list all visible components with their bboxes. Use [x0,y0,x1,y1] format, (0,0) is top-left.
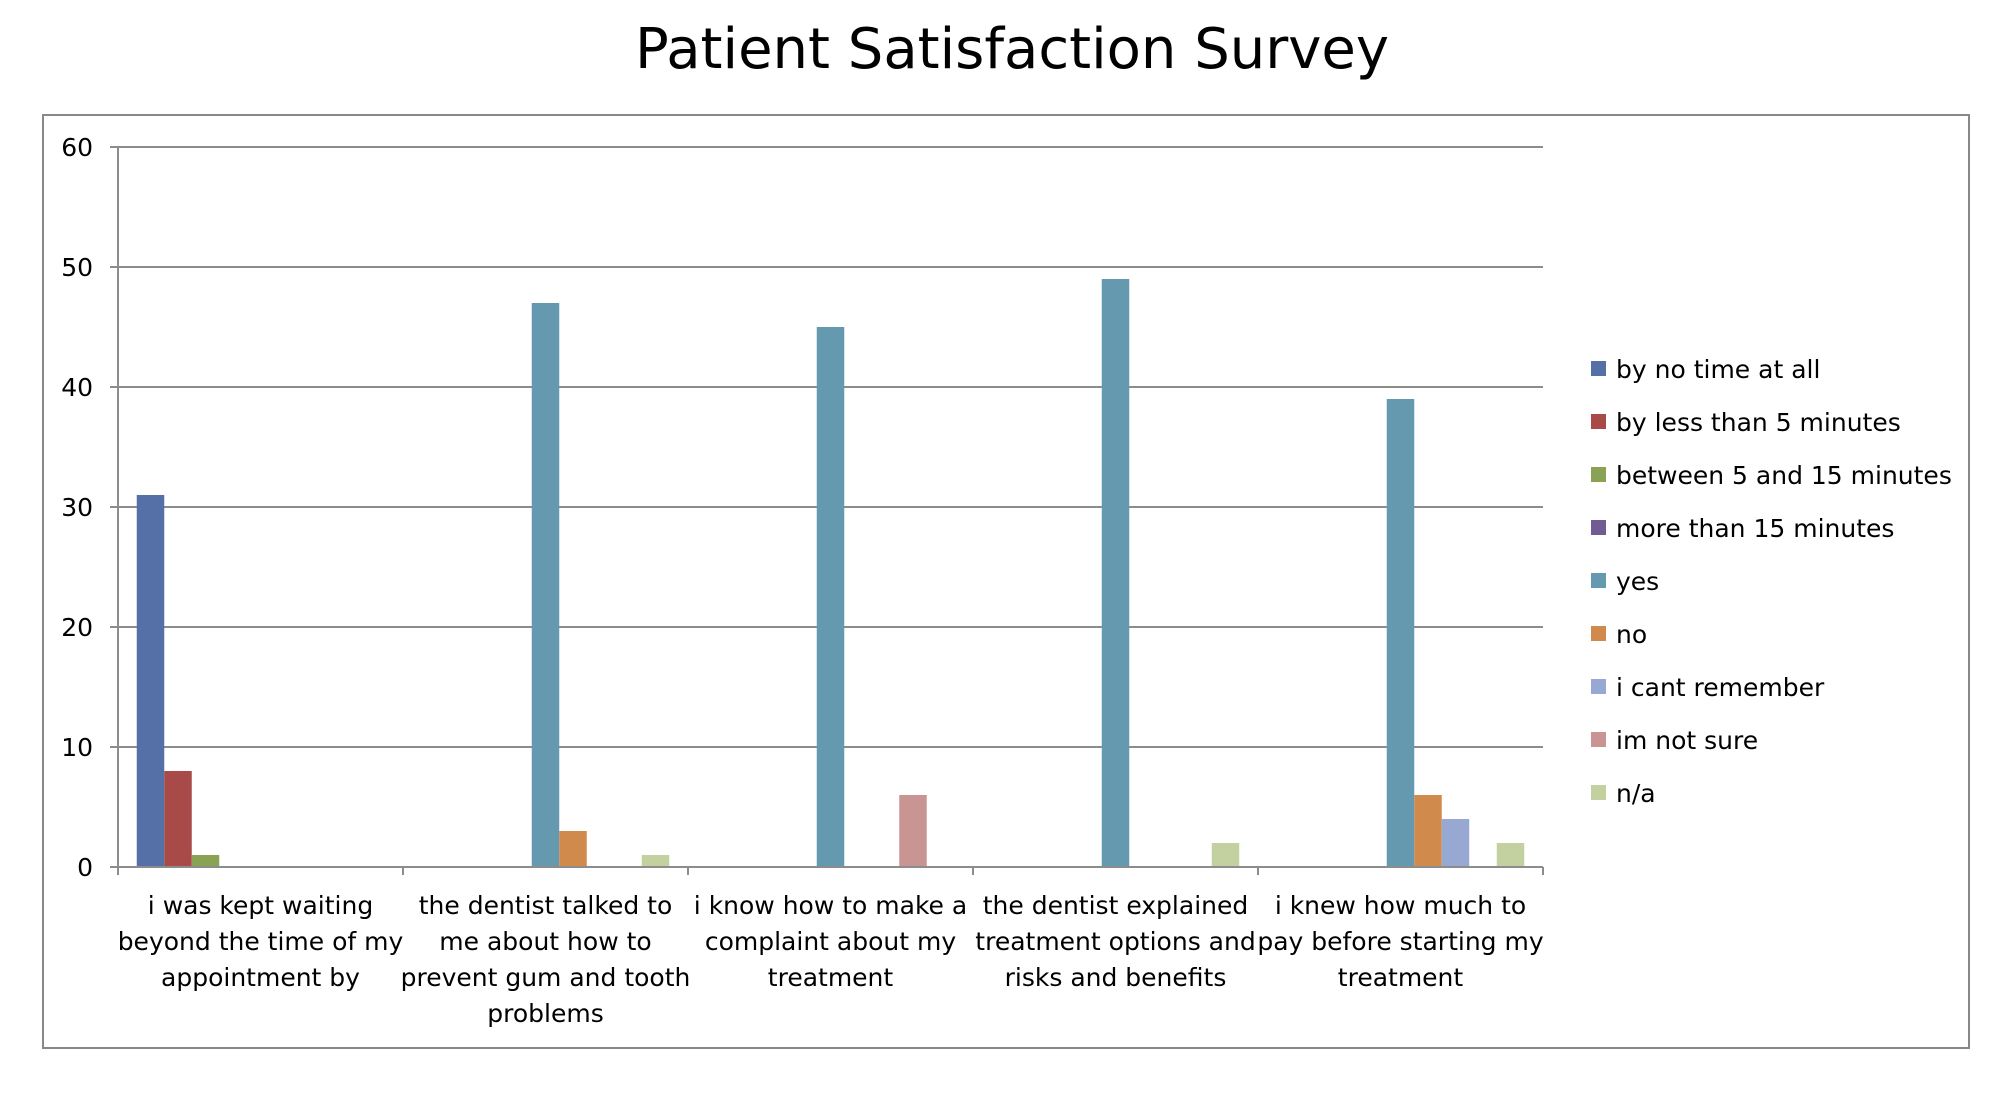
category-label: treatment [768,963,894,992]
bar [1441,819,1470,867]
legend-label: by no time at all [1616,355,1820,384]
y-tick-label: 20 [61,613,93,642]
legend-swatch [1591,732,1606,747]
axes [110,146,1544,875]
legend-swatch [1591,520,1606,535]
legend-label: im not sure [1616,726,1758,755]
category-label: the dentist talked to [419,891,673,920]
y-tick-label: 40 [61,373,93,402]
bar [899,795,927,867]
bar [164,771,192,867]
bar [136,495,165,867]
bar [559,831,587,867]
bar [1101,279,1130,867]
category-label: complaint about my [705,927,956,956]
legend-swatch [1591,626,1606,641]
category-label: prevent gum and tooth [401,963,691,992]
category-label: me about how to [439,927,651,956]
legend-swatch [1591,785,1606,800]
legend-label: yes [1616,567,1659,596]
category-label: i knew how much to [1275,891,1526,920]
category-label: problems [487,999,603,1028]
legend-swatch [1591,467,1606,482]
category-label: pay before starting my [1257,927,1544,956]
bar [1414,795,1442,867]
legend-label: no [1616,620,1647,649]
legend-swatch [1591,679,1606,694]
bars [136,279,1525,867]
bar [1496,843,1525,867]
gridlines [118,146,1543,748]
y-tick-label: 50 [61,253,93,282]
category-label: i know how to make a [694,891,967,920]
y-tick-label: 10 [61,733,93,762]
category-label: beyond the time of my [118,927,404,956]
bar [1211,843,1240,867]
legend: by no time at all by less than 5 minutes b… [1591,355,1952,808]
legend-swatch [1591,414,1606,429]
bar [641,855,670,867]
legend-label: n/a [1616,779,1656,808]
legend-label: between 5 and 15 minutes [1616,461,1952,490]
bar [531,303,560,867]
bar [816,327,845,867]
category-label: risks and benefits [1005,963,1227,992]
bar [191,855,220,867]
chart-frame [42,114,1970,1049]
y-tick-label: 60 [61,133,93,162]
chart-title: Patient Satisfaction Survey [635,17,1389,82]
bar [1386,399,1415,867]
legend-swatch [1591,361,1606,376]
legend-swatch [1591,573,1606,588]
category-label: treatment [1338,963,1464,992]
category-labels: i was kept waiting beyond the time of my a… [118,891,1544,1028]
legend-label: i cant remember [1616,673,1825,702]
y-tick-label: 0 [77,853,93,882]
legend-label: more than 15 minutes [1616,514,1894,543]
y-tick-label: 30 [61,493,93,522]
category-label: treatment options and [975,927,1255,956]
legend-label: by less than 5 minutes [1616,408,1901,437]
y-tick-labels: 0 10 20 30 40 50 60 [61,133,93,882]
category-label: the dentist explained [983,891,1249,920]
category-label: appointment by [161,963,360,992]
category-label: i was kept waiting [148,891,373,920]
